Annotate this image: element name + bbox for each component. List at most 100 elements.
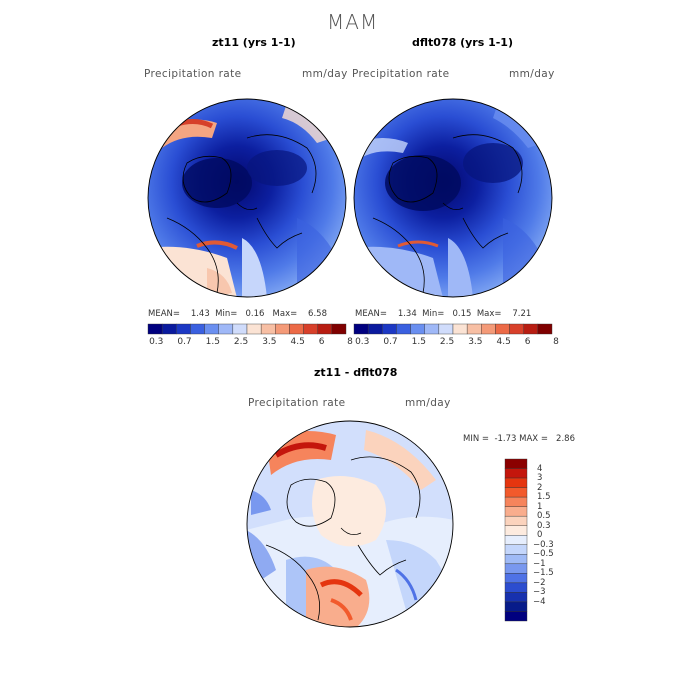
diff-colorbar-swatch xyxy=(504,496,528,507)
colorbar-swatch xyxy=(317,323,333,335)
diff-colorbar-tick-label: 3 xyxy=(537,473,543,484)
diff-colorbar-swatch xyxy=(504,506,528,517)
panel-2-title: dflt078 (yrs 1-1) xyxy=(412,36,513,49)
diff-colorbar-swatch xyxy=(504,544,528,555)
colorbar-swatch xyxy=(495,323,510,335)
colorbar-tick-label: 0.3 xyxy=(355,337,370,347)
panel-2-mean-value: 1.34 xyxy=(397,309,417,319)
colorbar-swatch xyxy=(367,323,383,335)
colorbar-swatch xyxy=(246,323,262,335)
colorbar-swatch xyxy=(176,323,191,335)
colorbar-swatch xyxy=(424,323,440,335)
diff-colorbar-tick-label: 0.3 xyxy=(537,520,551,531)
colorbar-tick-label: 2.5 xyxy=(439,337,455,347)
colorbar-swatch xyxy=(481,323,496,335)
panel-1-min-label: Min= xyxy=(215,309,238,319)
diff-panel-title: zt11 - dflt078 xyxy=(314,366,398,379)
panel-2-colorbar-ticks: 0.3 0.7 1.5 2.5 3.5 4.5 6 8 xyxy=(354,337,559,349)
diff-colorbar-swatch xyxy=(504,582,528,593)
colorbar-tick-label: 4.5 xyxy=(496,337,511,347)
colorbar-tick-label: 8 xyxy=(553,337,559,347)
panel-1-map xyxy=(147,98,347,298)
colorbar-tick-label: 1.5 xyxy=(205,337,220,347)
panel-1-stats: MEAN= 1.43 Min= 0.16 Max= 6.58 xyxy=(148,309,327,319)
colorbar-swatch xyxy=(147,323,163,335)
colorbar-tick-label: 6 xyxy=(318,337,325,347)
diff-colorbar-swatch xyxy=(504,468,528,479)
panel-1-mean-value: 1.43 xyxy=(190,309,210,319)
panel-1-mean-label: MEAN= xyxy=(148,309,180,319)
panel-2-min-label: Min= xyxy=(422,309,445,319)
panel-2-max-value: 7.21 xyxy=(512,309,532,319)
colorbar-swatch xyxy=(190,323,205,335)
colorbar-swatch xyxy=(509,323,524,335)
panel-2-mean-label: MEAN= xyxy=(355,309,387,319)
colorbar-tick-label: 2.5 xyxy=(233,337,249,347)
colorbar-swatch xyxy=(410,323,425,335)
diff-panel-map xyxy=(246,420,454,628)
panel-2-min-value: 0.15 xyxy=(452,309,472,319)
colorbar-swatch xyxy=(289,323,304,335)
diff-colorbar-swatch xyxy=(504,601,528,612)
colorbar-swatch xyxy=(232,323,248,335)
diff-colorbar-tick-label: 0.5 xyxy=(537,511,551,522)
colorbar-swatch xyxy=(396,323,411,335)
diff-colorbar-tick-label: −3 xyxy=(533,587,546,598)
diff-min-value: -1.73 xyxy=(494,434,517,444)
diff-colorbar-swatch xyxy=(504,611,528,622)
panel-2-units-label: mm/day xyxy=(509,68,555,80)
panel-1-max-value: 6.58 xyxy=(308,309,327,319)
diff-colorbar xyxy=(504,458,528,622)
diff-colorbar-tick-label: −0.5 xyxy=(533,549,554,560)
panel-1-colorbar-ticks: 0.3 0.7 1.5 2.5 3.5 4.5 6 8 xyxy=(148,337,353,349)
panel-1-min-value: 0.16 xyxy=(245,309,265,319)
colorbar-swatch xyxy=(382,323,397,335)
diff-variable-label: Precipitation rate xyxy=(248,397,346,409)
diff-colorbar-swatch xyxy=(504,458,528,469)
diff-colorbar-swatch xyxy=(504,525,528,536)
diff-colorbar-tick-label: 0 xyxy=(537,530,543,541)
panel-2-map xyxy=(353,98,553,298)
colorbar-tick-label: 3.5 xyxy=(262,337,277,347)
diff-colorbar-swatch xyxy=(504,563,528,574)
diff-colorbar-swatch xyxy=(504,477,528,488)
colorbar-swatch xyxy=(218,323,234,335)
season-title: MAM xyxy=(327,10,379,34)
diff-colorbar-tick-label: −1.5 xyxy=(533,568,554,579)
diff-colorbar-tick-label: −2 xyxy=(533,577,546,588)
diff-colorbar-swatch xyxy=(504,515,528,526)
colorbar-swatch xyxy=(204,323,219,335)
colorbar-swatch xyxy=(452,323,468,335)
diff-colorbar-swatch xyxy=(504,573,528,584)
diff-colorbar-swatch xyxy=(504,554,528,565)
panel-1-variable-label: Precipitation rate xyxy=(144,68,242,80)
diff-max-value: 2.86 xyxy=(556,434,575,444)
diff-min-label: MIN = xyxy=(463,434,490,444)
colorbar-tick-label: 1.5 xyxy=(411,337,426,347)
colorbar-swatch xyxy=(331,323,347,335)
diff-colorbar-tick-label: 4 xyxy=(537,463,543,474)
colorbar-swatch xyxy=(353,323,369,335)
diff-colorbar-tick-label: −0.3 xyxy=(533,539,554,550)
panel-1-title: zt11 (yrs 1-1) xyxy=(212,36,296,49)
diff-colorbar-swatch xyxy=(504,592,528,603)
colorbar-tick-label: 0.7 xyxy=(177,337,192,347)
colorbar-tick-label: 6 xyxy=(524,337,531,347)
colorbar-swatch xyxy=(438,323,454,335)
colorbar-tick-label: 0.3 xyxy=(149,337,164,347)
panel-1-units-label: mm/day xyxy=(302,68,348,80)
diff-colorbar-tick-label: −4 xyxy=(533,596,546,607)
diff-colorbar-tick-label: 1 xyxy=(537,501,543,512)
colorbar-tick-label: 8 xyxy=(347,337,353,347)
colorbar-swatch xyxy=(466,323,482,335)
colorbar-swatch xyxy=(161,323,177,335)
panel-2-variable-label: Precipitation rate xyxy=(352,68,450,80)
colorbar-swatch xyxy=(260,323,276,335)
diff-colorbar-tick-label: 1.5 xyxy=(537,492,551,503)
panel-2-stats: MEAN= 1.34 Min= 0.15 Max= 7.21 xyxy=(355,309,531,319)
diff-stats: MIN = -1.73 MAX = 2.86 xyxy=(463,434,575,444)
diff-colorbar-swatch xyxy=(504,535,528,545)
diff-colorbar-swatch xyxy=(504,487,528,498)
colorbar-swatch xyxy=(275,323,290,335)
panel-2-max-label: Max= xyxy=(476,309,502,319)
